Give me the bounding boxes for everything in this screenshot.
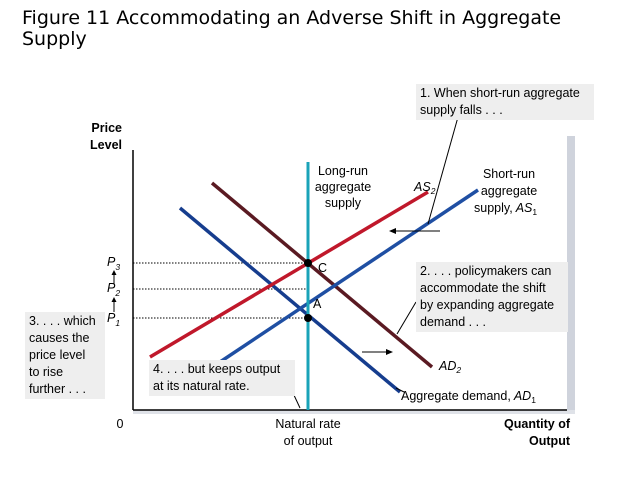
frame-shadow-bottom [133, 410, 575, 414]
annotation-box-4: 4. . . . but keeps output at its natural… [149, 360, 295, 396]
ad2-curve [210, 181, 434, 369]
natural-rate-label-line2: of output [284, 434, 333, 448]
lras-label-line2: aggregate [315, 180, 371, 194]
annotation-3-line: causes the [29, 331, 90, 345]
natural-rate-label-line1: Natural rate [275, 417, 340, 431]
annotation-1-line: 1. When short-run aggregate [420, 86, 580, 100]
y-axis-label-line1: Price [91, 121, 122, 135]
ad1-label: Aggregate demand, AD1 [401, 389, 536, 405]
annotation-1-line: supply falls . . . [420, 103, 503, 117]
as1-curve [204, 188, 479, 374]
annotation-4-line: at its natural rate. [153, 379, 250, 393]
point-c-dot [304, 259, 312, 267]
figure-title: Figure 11 Accommodating an Adverse Shift… [22, 7, 562, 50]
x-axis-label-line1: Quantity of [504, 417, 571, 431]
annotation-3-line: price level [29, 348, 86, 362]
point-a-dot [304, 314, 312, 322]
lras-label-line3: supply [325, 196, 362, 210]
price-arrow-p1-p2-head [111, 297, 117, 302]
x-axis-label-line2: Output [529, 434, 571, 448]
origin-label: 0 [117, 417, 124, 431]
as-shift-arrow-head [389, 228, 396, 234]
annotation-3-line: further . . . [29, 382, 86, 396]
annotation-4-line: 4. . . . but keeps output [153, 362, 281, 376]
annotation-2-line: demand . . . [420, 315, 487, 329]
annotation-box-2: 2. . . . policymakers can accommodate th… [416, 262, 568, 332]
leader-ad1 [395, 387, 405, 393]
ad2-label: AD2 [438, 359, 461, 375]
annotation-box-1: 1. When short-run aggregate supply falls… [416, 84, 594, 120]
price-p3-label: P3 [107, 255, 120, 272]
y-axis-label-line2: Level [90, 138, 122, 152]
annotation-3-line: 3. . . . which [29, 314, 96, 328]
as2-curve [149, 190, 429, 359]
annotation-2-line: by expanding aggregate [420, 298, 555, 312]
ad-shift-arrow-head [386, 349, 393, 355]
leader-a2 [396, 301, 417, 335]
point-c-label: C [318, 261, 327, 275]
sras-label-line1: Short-run [483, 167, 535, 181]
price-arrow-p2-p3-head [111, 270, 117, 275]
leader-a1 [427, 116, 459, 225]
annotation-2-line: accommodate the shift [420, 281, 546, 295]
frame-shadow-right [567, 136, 575, 414]
annotation-box-3: 3. . . . which causes the price level to… [25, 312, 105, 399]
annotation-3-line: to rise [29, 365, 64, 379]
price-p2-label: P2 [107, 281, 120, 298]
as2-label: AS2 [413, 180, 436, 196]
sras-label-line3: supply, AS1 [474, 201, 537, 217]
sras-label-line2: aggregate [481, 184, 537, 198]
ad1-curve [178, 206, 402, 394]
price-p1-label: P1 [107, 311, 120, 328]
lras-label-line1: Long-run [318, 164, 368, 178]
annotation-2-line: 2. . . . policymakers can [420, 264, 552, 278]
point-a-label: A [313, 297, 322, 311]
